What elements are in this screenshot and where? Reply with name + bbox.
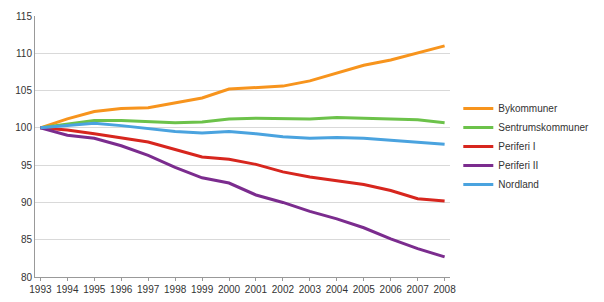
svg-text:2006: 2006	[380, 284, 403, 295]
svg-text:2004: 2004	[326, 284, 349, 295]
svg-text:105: 105	[15, 85, 32, 96]
svg-text:Periferi I: Periferi I	[498, 141, 535, 152]
svg-text:1993: 1993	[29, 284, 52, 295]
svg-text:1995: 1995	[83, 284, 106, 295]
svg-text:1997: 1997	[137, 284, 160, 295]
svg-text:Nordland: Nordland	[498, 179, 539, 190]
svg-text:100: 100	[15, 122, 32, 133]
svg-text:2007: 2007	[407, 284, 430, 295]
svg-text:90: 90	[21, 197, 33, 208]
svg-text:Periferi II: Periferi II	[498, 160, 538, 171]
svg-text:2000: 2000	[218, 284, 241, 295]
svg-text:80: 80	[21, 272, 33, 283]
svg-text:Sentrumskommuner: Sentrumskommuner	[498, 122, 589, 133]
svg-text:2005: 2005	[353, 284, 376, 295]
svg-text:95: 95	[21, 160, 33, 171]
svg-text:2002: 2002	[272, 284, 295, 295]
svg-text:1999: 1999	[191, 284, 214, 295]
svg-text:Bykommuner: Bykommuner	[498, 103, 558, 114]
svg-text:85: 85	[21, 234, 33, 245]
svg-text:1994: 1994	[56, 284, 79, 295]
svg-text:2008: 2008	[433, 284, 456, 295]
svg-text:2001: 2001	[245, 284, 268, 295]
svg-text:2003: 2003	[299, 284, 322, 295]
svg-text:110: 110	[16, 48, 32, 59]
svg-text:1998: 1998	[164, 284, 187, 295]
svg-text:115: 115	[16, 11, 32, 22]
svg-text:1996: 1996	[110, 284, 133, 295]
